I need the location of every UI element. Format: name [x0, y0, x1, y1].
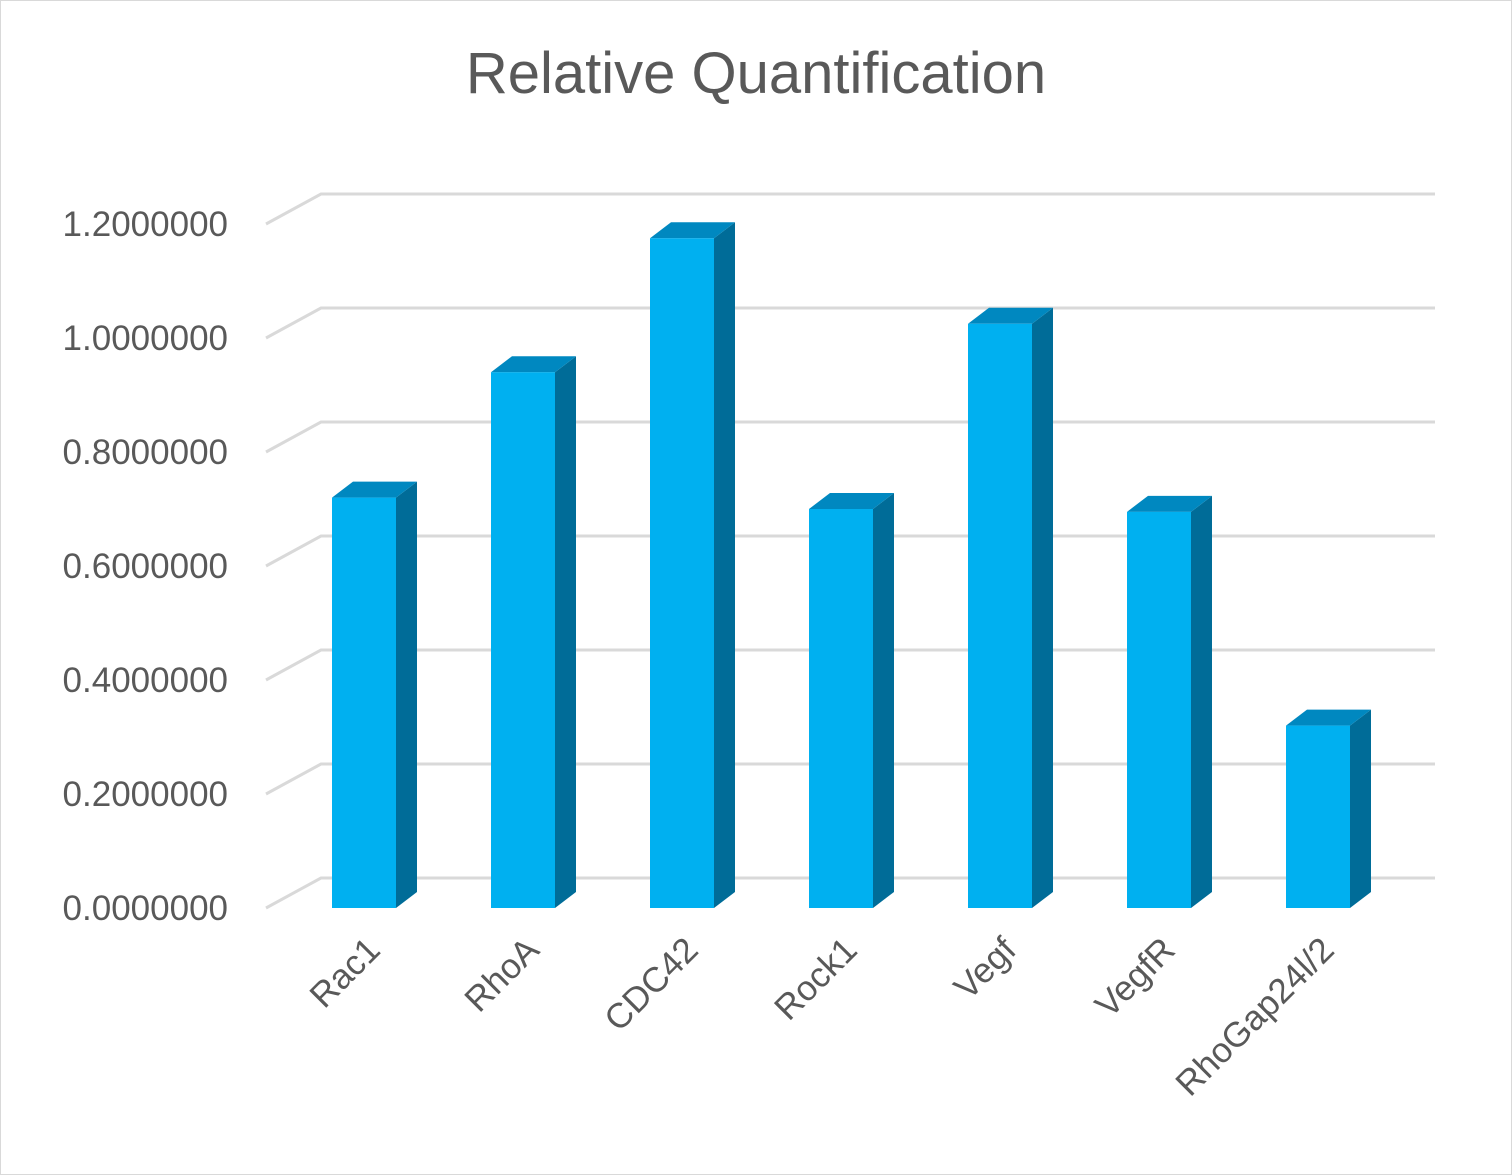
bar-front — [332, 497, 396, 908]
gridline — [265, 192, 1435, 226]
gridline — [265, 306, 1435, 340]
bar-front — [1286, 725, 1350, 908]
x-category-label: Vegf — [947, 930, 1024, 1007]
x-category-label: Rac1 — [302, 930, 387, 1015]
bar-side — [714, 222, 735, 908]
x-category-label: RhoGap24l/2 — [1168, 930, 1341, 1103]
y-tick-label: 0.2000000 — [63, 775, 228, 814]
bar — [332, 481, 417, 908]
bar-top — [491, 356, 576, 373]
bar-side — [873, 493, 894, 908]
y-tick-label: 0.8000000 — [63, 433, 228, 472]
y-tick-label: 1.0000000 — [63, 319, 228, 358]
y-axis-tick-labels: 0.0000000 0.2000000 0.4000000 0.6000000 0.80… — [63, 205, 228, 928]
bar-top — [650, 222, 735, 239]
gridline — [265, 534, 1435, 568]
bar-front — [809, 509, 873, 908]
bar-top — [1286, 709, 1371, 726]
bar-top — [332, 481, 417, 498]
y-tick-label: 0.0000000 — [63, 889, 228, 928]
bar-top — [968, 307, 1053, 324]
y-tick-label: 0.4000000 — [63, 661, 228, 700]
x-category-label: CDC42 — [597, 930, 706, 1039]
bar-side — [1191, 495, 1212, 908]
bar-top — [809, 493, 894, 509]
x-category-label: RhoA — [457, 930, 547, 1020]
bar — [1286, 709, 1371, 908]
bar-side — [555, 356, 576, 908]
gridline — [265, 876, 1435, 910]
bar — [491, 356, 576, 908]
bar-front — [968, 323, 1032, 908]
y-tick-label: 0.6000000 — [63, 547, 228, 586]
bar — [968, 307, 1053, 908]
bar-front — [650, 238, 714, 908]
bar — [809, 493, 894, 908]
bar-side — [1350, 709, 1371, 908]
bars — [332, 222, 1371, 908]
chart-title: Relative Quantification — [465, 41, 1047, 106]
gridline — [265, 648, 1435, 682]
gridlines — [265, 192, 1435, 910]
y-tick-label: 1.2000000 — [63, 205, 228, 244]
x-category-label: Rock1 — [767, 930, 865, 1028]
bar-top — [1127, 495, 1212, 512]
bar-front — [1127, 511, 1191, 908]
x-category-label: VegfR — [1088, 930, 1183, 1025]
bar — [1127, 495, 1212, 908]
bar — [650, 222, 735, 908]
bar-front — [491, 372, 555, 908]
gridline — [265, 762, 1435, 796]
bar-side — [396, 481, 417, 908]
bar-side — [1032, 307, 1053, 908]
gridline — [265, 420, 1435, 454]
